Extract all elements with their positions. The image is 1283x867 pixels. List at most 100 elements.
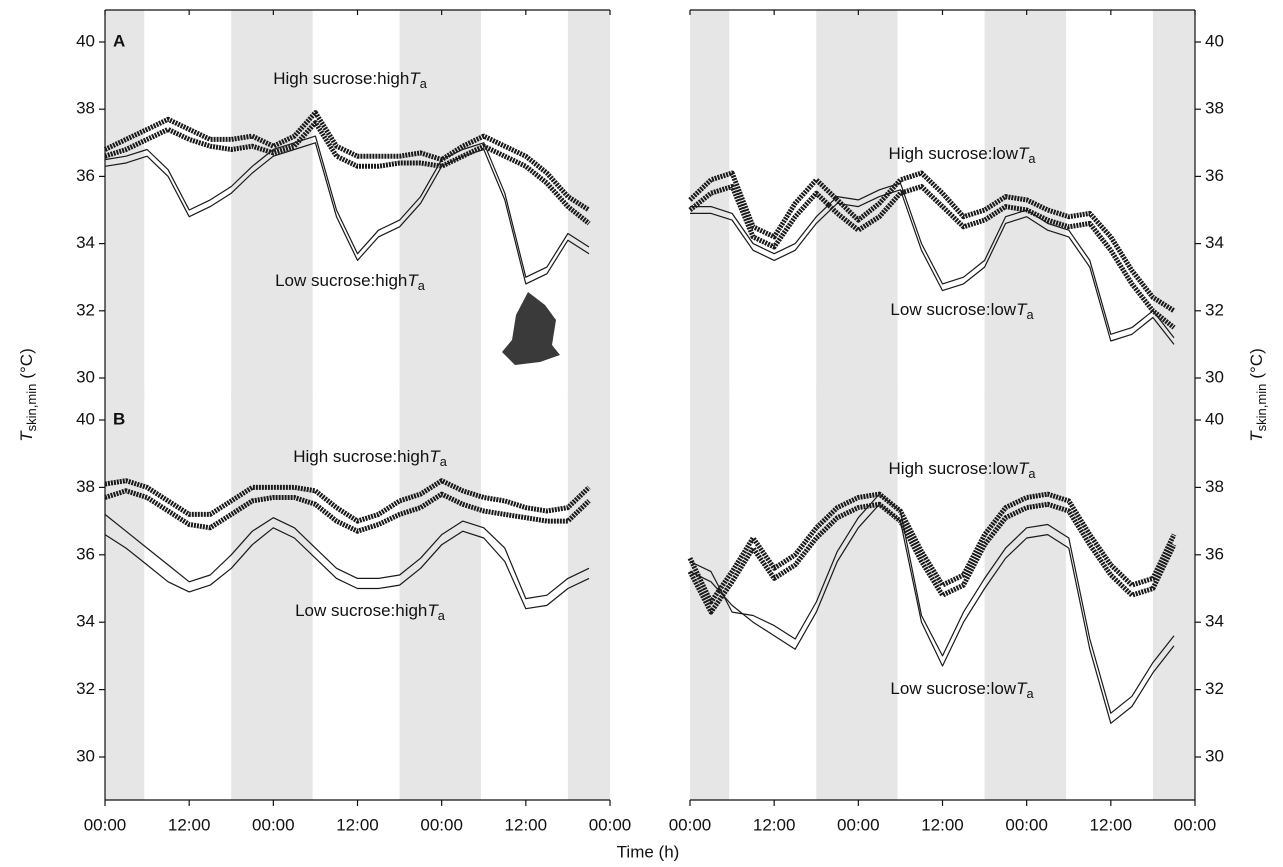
series-line (687, 501, 1177, 615)
y-tick-label: 34 (76, 233, 95, 252)
series-line (688, 184, 1176, 330)
night-band (105, 390, 145, 800)
x-tick-label: 00:00 (252, 815, 295, 834)
label-text: Low sucrose:low (890, 679, 1016, 698)
series-line (688, 170, 1176, 313)
panel-label: B (113, 409, 125, 428)
label-symbol: T (1247, 430, 1266, 442)
series-line (104, 478, 591, 524)
label-subscript: a (1028, 151, 1036, 166)
series-line (104, 513, 590, 600)
series-line (104, 527, 590, 610)
label-symbol: T (409, 69, 421, 88)
x-tick-label: 12:00 (1090, 815, 1133, 834)
label-subscript: a (438, 608, 446, 623)
series-label: Low sucrose:highTa (295, 601, 446, 623)
x-tick-label: 00:00 (420, 815, 463, 834)
y-tick-label: 32 (76, 679, 95, 698)
label-text: Low sucrose:high (275, 271, 407, 290)
night-band (690, 10, 730, 399)
night-band (399, 10, 481, 399)
y-tick-label: 34 (1205, 233, 1224, 252)
label-symbol: T (17, 430, 36, 442)
label-subscript: a (418, 278, 426, 293)
y-axis-title: Tskin,min (°C) (1247, 348, 1269, 441)
label-symbol: T (407, 271, 419, 290)
y-tick-label: 36 (1205, 166, 1224, 185)
y-tick-label: 36 (1205, 544, 1224, 563)
label-text: High sucrose:low (889, 459, 1019, 478)
series-label: High sucrose:lowTa (889, 144, 1037, 166)
label-text: High sucrose:high (273, 69, 409, 88)
night-band (105, 10, 145, 399)
label-subscript: skin,min (24, 384, 39, 432)
series-line (104, 120, 591, 226)
series-line (104, 135, 590, 278)
night-band (984, 390, 1066, 800)
label-text: High sucrose:high (293, 447, 429, 466)
x-tick-label: 00:00 (84, 815, 127, 834)
label-text: Low sucrose:low (890, 300, 1016, 319)
label-subscript: a (1028, 466, 1036, 481)
y-tick-label: 36 (76, 544, 95, 563)
night-band (567, 10, 610, 399)
series-line (689, 503, 1175, 724)
y-tick-label: 40 (76, 409, 95, 428)
series-line (103, 110, 591, 213)
y-tick-label: 32 (1205, 679, 1224, 698)
series-label: High sucrose:highTa (293, 447, 447, 469)
y-tick-label: 34 (1205, 612, 1224, 631)
label-symbol: T (427, 601, 439, 620)
x-tick-label: 00:00 (1174, 815, 1217, 834)
y-tick-label: 30 (1205, 367, 1224, 386)
night-band (1152, 390, 1195, 800)
label-symbol: T (1018, 144, 1030, 163)
x-tick-label: 00:00 (1005, 815, 1048, 834)
y-tick-label: 34 (76, 612, 95, 631)
y-tick-label: 30 (76, 367, 95, 386)
x-tick-label: 12:00 (336, 815, 379, 834)
y-tick-label: 38 (76, 99, 95, 118)
night-band (984, 10, 1066, 399)
night-band (399, 390, 481, 800)
series-label: High sucrose:highTa (273, 69, 427, 91)
y-tick-label: 40 (76, 31, 95, 50)
series-line (104, 142, 590, 285)
x-tick-label: 00:00 (669, 815, 712, 834)
label-unit: (°C) (17, 348, 36, 378)
series-label: Low sucrose:lowTa (890, 679, 1034, 701)
label-subscript: a (440, 454, 448, 469)
label-text: High sucrose:low (889, 144, 1019, 163)
x-tick-label: 00:00 (837, 815, 880, 834)
x-tick-label: 12:00 (921, 815, 964, 834)
y-tick-label: 40 (1205, 409, 1224, 428)
label-symbol: T (1016, 679, 1028, 698)
night-band (816, 390, 898, 800)
series-label: High sucrose:lowTa (889, 459, 1037, 481)
label-symbol: T (1016, 300, 1028, 319)
background (105, 10, 1195, 800)
x-tick-label: 12:00 (505, 815, 548, 834)
series-line (689, 493, 1175, 714)
label-subscript: a (1026, 307, 1034, 322)
y-tick-label: 38 (1205, 99, 1224, 118)
y-axis-title: Tskin,min (°C) (17, 348, 39, 441)
night-band (1152, 10, 1195, 399)
label-subscript: a (420, 76, 428, 91)
series-line (690, 189, 1175, 345)
y-tick-label: 38 (1205, 477, 1224, 496)
label-unit: (°C) (1247, 348, 1266, 378)
x-axis-title: Time (h) (617, 842, 680, 861)
series-line (687, 491, 1177, 605)
night-band (231, 390, 313, 800)
label-symbol: T (1018, 459, 1030, 478)
y-tick-label: 40 (1205, 31, 1224, 50)
label-text: Low sucrose:high (295, 601, 427, 620)
y-tick-label: 38 (76, 477, 95, 496)
series-label: Low sucrose:lowTa (890, 300, 1034, 322)
y-tick-label: 32 (76, 300, 95, 319)
night-band (567, 390, 610, 800)
x-tick-label: 00:00 (589, 815, 632, 834)
